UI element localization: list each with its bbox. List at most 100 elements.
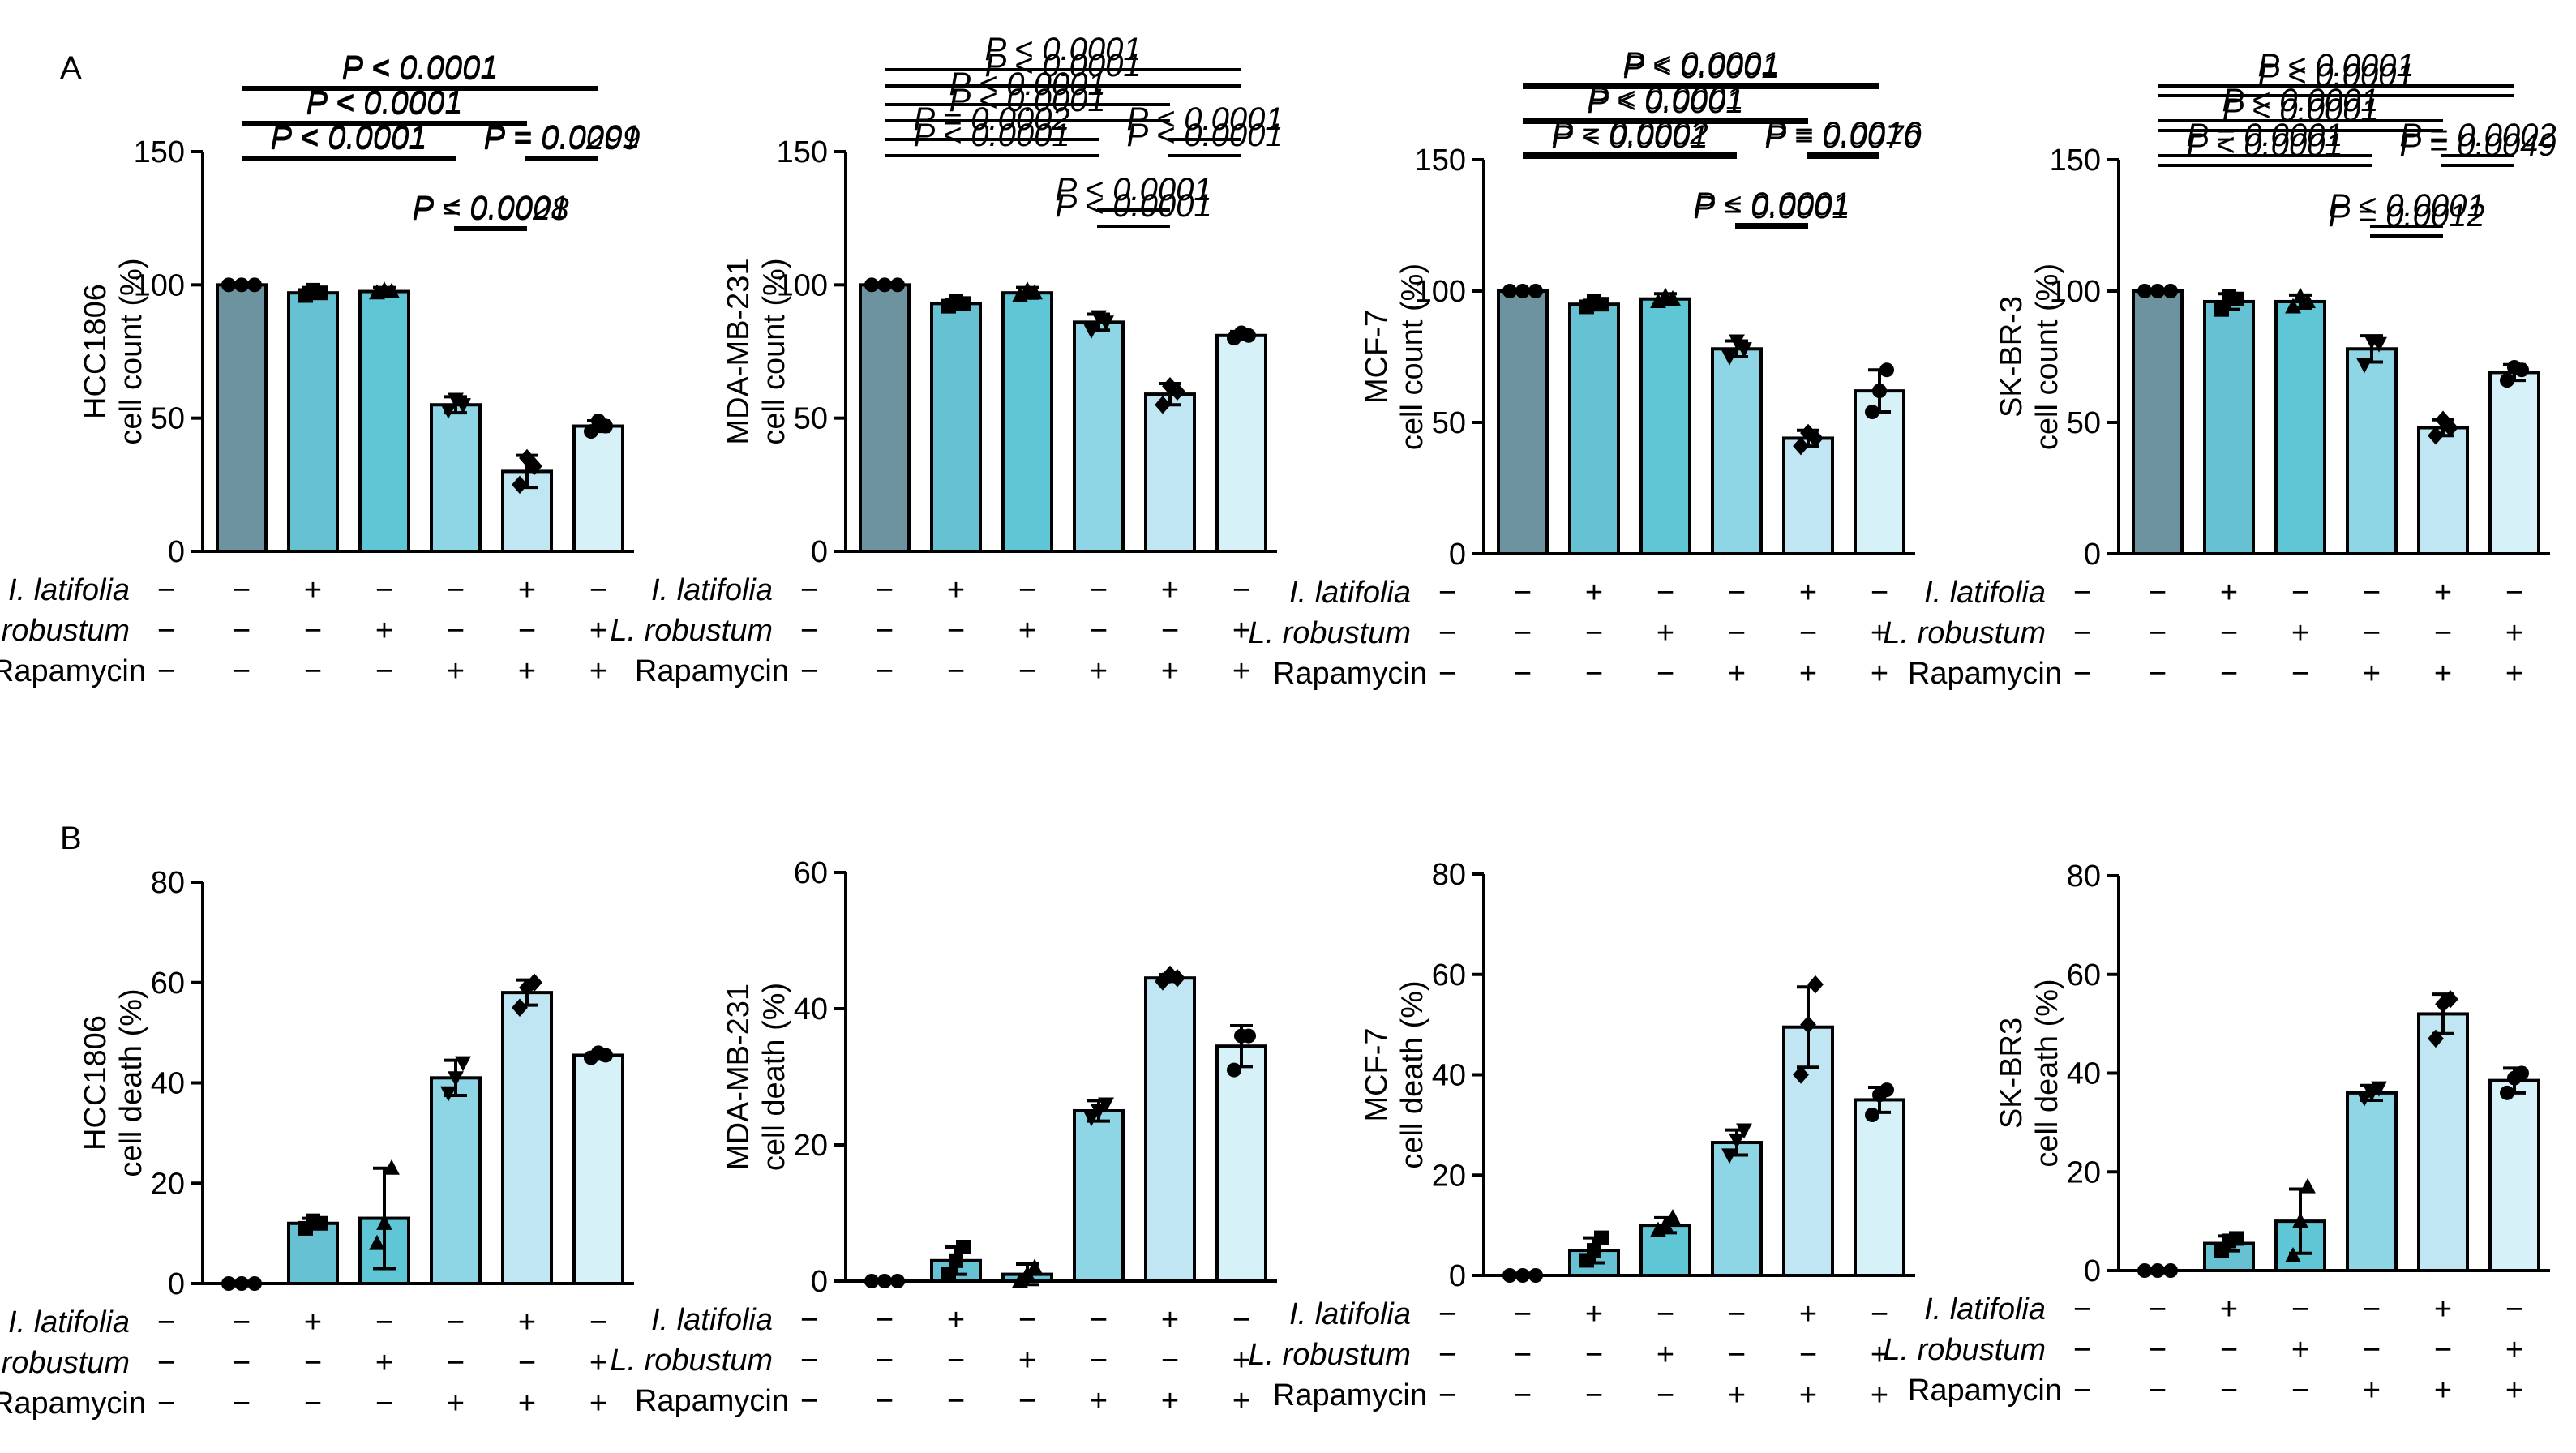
- treatment-sign: −: [1514, 657, 1532, 691]
- data-point: [890, 277, 905, 293]
- y-axis-label-line: cell death (%): [757, 983, 791, 1171]
- treatment-sign: −: [447, 573, 465, 607]
- p-value-label: P = 0.0002: [2399, 118, 2556, 153]
- bar: [2274, 299, 2326, 555]
- data-point: [512, 475, 528, 495]
- treatment-sign: +: [1090, 654, 1108, 688]
- y-axis-label-line: MDA-MB-231: [722, 984, 756, 1170]
- data-point: [376, 1214, 392, 1230]
- data-point: [877, 277, 892, 293]
- treatment-row-label: I. latifolia: [651, 1303, 773, 1337]
- treatment-sign: −: [800, 1384, 818, 1418]
- treatment-sign: −: [233, 614, 251, 648]
- data-point: [949, 1253, 963, 1268]
- treatment-sign: −: [2291, 1374, 2309, 1408]
- data-point: [1729, 334, 1745, 350]
- treatment-sign: −: [447, 1305, 465, 1339]
- data-point: [1502, 1268, 1517, 1283]
- data-point: [2300, 293, 2316, 309]
- bar: [287, 291, 339, 553]
- y-tick-label: 40: [794, 992, 828, 1027]
- data-point: [1027, 284, 1043, 300]
- treatment-sign: +: [1799, 1297, 1817, 1331]
- bar: [1144, 392, 1196, 553]
- data-point: [2428, 1029, 2444, 1048]
- treatment-sign: +: [1161, 1384, 1179, 1418]
- bar: [1497, 289, 1549, 555]
- y-tick-label: 20: [151, 1167, 185, 1201]
- treatment-sign: +: [1161, 1303, 1179, 1337]
- treatment-sign: −: [1018, 1384, 1036, 1418]
- y-axis-label-line: MCF-7: [1360, 310, 1394, 404]
- bar: [501, 991, 553, 1285]
- treatment-sign: −: [2291, 657, 2309, 691]
- treatment-sign: −: [1585, 1338, 1603, 1372]
- treatment-sign: −: [1871, 576, 1888, 610]
- treatment-row-label: I. latifolia: [1924, 576, 2046, 610]
- treatment-sign: −: [876, 1303, 894, 1337]
- p-value-label: P < 0.0001: [913, 118, 1069, 153]
- y-tick-label: 80: [2067, 859, 2101, 894]
- treatment-sign: +: [1799, 576, 1817, 610]
- y-tick-label: 100: [2050, 275, 2101, 309]
- y-axis-label: MCF-7cell death (%): [1360, 980, 1429, 1168]
- p-value-label: P < 0.0001: [984, 32, 1141, 67]
- treatment-sign: −: [1090, 573, 1108, 607]
- y-tick-label: 100: [777, 268, 828, 302]
- treatment-sign: −: [157, 1346, 175, 1380]
- p-value-label: P < 0.0001: [2222, 92, 2378, 128]
- bar: [2346, 347, 2398, 555]
- data-point: [2300, 1177, 2316, 1194]
- treatment-sign: −: [876, 1384, 894, 1418]
- data-point: [1083, 324, 1099, 340]
- p-value-label: P = 0.0001: [1693, 190, 1849, 225]
- treatment-row-label: L. robustum: [1248, 616, 1411, 650]
- y-axis-label: HCC1806cell count (%): [79, 258, 148, 444]
- treatment-sign: −: [233, 1346, 251, 1380]
- data-point: [1650, 1221, 1666, 1237]
- treatment-sign: −: [2149, 576, 2167, 610]
- data-point: [1736, 1123, 1752, 1139]
- treatment-sign: −: [1657, 657, 1674, 691]
- data-point: [2150, 1263, 2165, 1278]
- y-axis-label-line: SK-BR-3: [1995, 296, 2029, 418]
- p-value-label: P < 0.0001: [2328, 188, 2484, 224]
- treatment-sign: −: [447, 614, 465, 648]
- treatment-row-label: L. robustum: [1883, 1333, 2046, 1367]
- data-point: [584, 424, 598, 439]
- p-value-label: P < 0.0001: [1622, 46, 1779, 82]
- treatment-sign: −: [233, 1387, 251, 1421]
- data-point: [247, 277, 262, 293]
- p-value-label: P < 0.0001: [270, 121, 426, 156]
- treatment-sign: −: [1728, 616, 1746, 650]
- treatment-sign: −: [1514, 1338, 1532, 1372]
- p-value-label: P = 0.0001: [2186, 118, 2342, 153]
- treatment-sign: −: [1514, 1297, 1532, 1331]
- treatment-row-label: Rapamycin: [1273, 657, 1427, 691]
- treatment-sign: −: [947, 654, 965, 688]
- data-point: [2163, 1263, 2178, 1278]
- data-point: [384, 1159, 400, 1175]
- data-point: [1879, 1082, 1894, 1098]
- treatment-sign: +: [2434, 657, 2452, 691]
- data-point: [2428, 426, 2444, 445]
- bar: [2203, 299, 2255, 555]
- data-point: [440, 403, 456, 419]
- treatment-sign: −: [304, 1346, 322, 1380]
- data-point: [1865, 1108, 1879, 1122]
- treatment-row-label: Rapamycin: [1273, 1378, 1427, 1412]
- data-point: [1594, 297, 1609, 312]
- data-point: [2229, 1231, 2244, 1246]
- data-point: [2285, 1246, 2301, 1262]
- p-value-label: P < 0.0001: [949, 83, 1105, 118]
- data-point: [384, 282, 400, 298]
- y-tick-label: 80: [1432, 858, 1466, 892]
- treatment-sign: +: [2220, 576, 2238, 610]
- treatment-sign: −: [2363, 576, 2381, 610]
- y-tick-label: 40: [1432, 1059, 1466, 1093]
- treatment-sign: −: [876, 573, 894, 607]
- data-point: [221, 277, 236, 293]
